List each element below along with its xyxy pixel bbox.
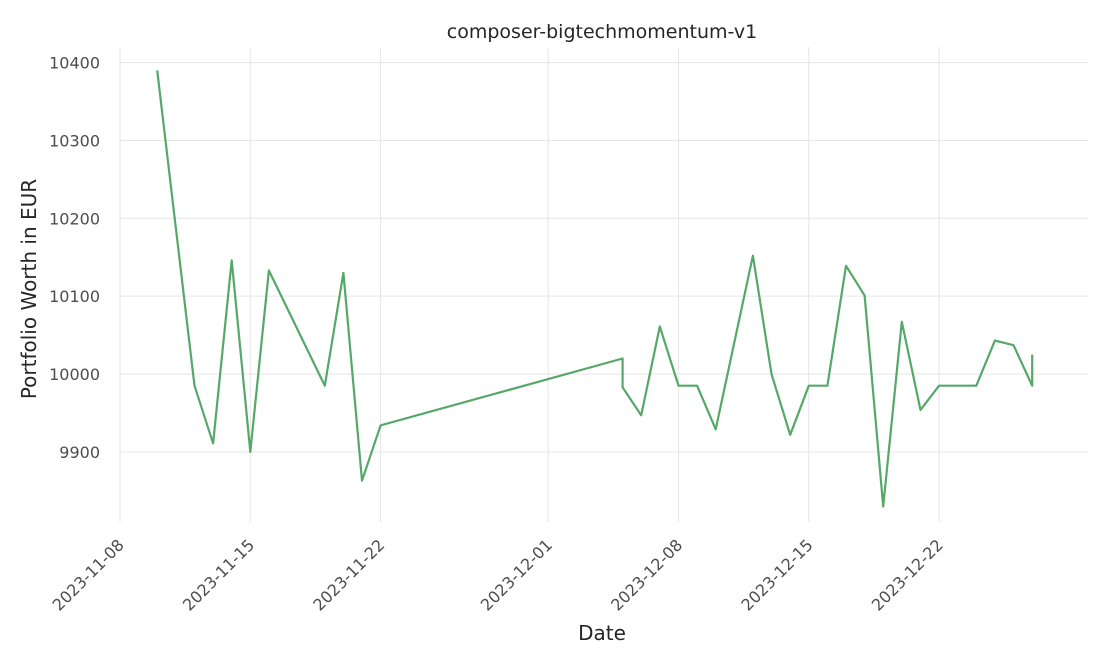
x-tick-label: 2023-11-22 — [309, 535, 388, 614]
y-tick-label: 10100 — [49, 287, 100, 306]
x-tick-labels: 2023-11-08 2023-11-15 2023-11-22 2023-12-01… — [49, 535, 947, 614]
x-tick-label: 2023-11-08 — [49, 535, 128, 614]
y-tick-label: 9900 — [59, 443, 100, 462]
x-tick-label: 2023-12-22 — [868, 535, 947, 614]
y-tick-label: 10200 — [49, 209, 100, 228]
y-tick-label: 10000 — [49, 365, 100, 384]
x-tick-label: 2023-11-15 — [179, 535, 258, 614]
y-axis-label: Portfolio Worth in EUR — [17, 179, 41, 399]
grid-lines — [119, 47, 1088, 522]
series-0 — [156, 70, 1034, 508]
y-tick-label: 10300 — [49, 131, 100, 150]
y-tick-labels: 9900 10000 10100 10200 10300 10400 — [49, 54, 100, 462]
x-tick-label: 2023-12-15 — [737, 535, 816, 614]
x-tick-label: 2023-12-01 — [477, 535, 556, 614]
series-layer — [156, 70, 1034, 508]
series-line — [156, 70, 1034, 508]
x-tick-label: 2023-12-08 — [607, 535, 686, 614]
chart-title: composer-bigtechmomentum-v1 — [447, 21, 757, 43]
y-tick-label: 10400 — [49, 54, 100, 73]
x-axis-label: Date — [578, 621, 626, 645]
